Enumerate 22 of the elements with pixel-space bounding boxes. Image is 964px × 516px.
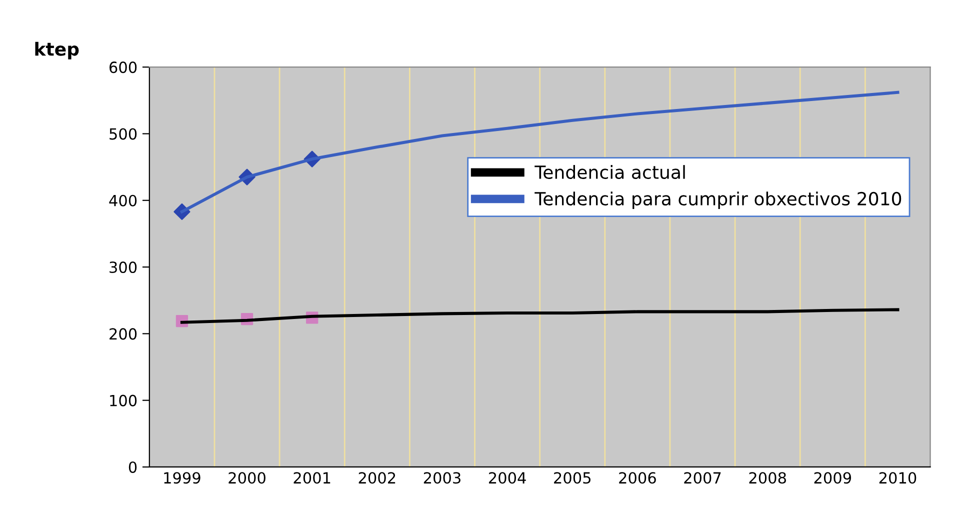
x-tick-label: 1999 <box>164 472 200 484</box>
legend-label: Tendencia para cumprir obxectivos 2010 <box>534 192 902 210</box>
x-tick-label: 2002 <box>358 472 396 484</box>
y-tick-label: 100 <box>110 394 137 406</box>
y-tick-label: 0 <box>128 461 137 473</box>
x-tick-label: 2000 <box>228 472 266 484</box>
x-tick-label: 2001 <box>294 472 330 484</box>
legend-label: Tendencia actual <box>534 165 685 180</box>
y-tick-label: 200 <box>110 328 137 340</box>
y-tick-label: 300 <box>110 261 137 274</box>
y-axis-title: ktep <box>35 42 79 60</box>
x-tick-label: 2008 <box>749 472 786 484</box>
x-tick-label: 2009 <box>814 472 852 484</box>
x-tick-label: 2003 <box>424 472 460 484</box>
y-tick-label: 500 <box>110 128 137 140</box>
y-tick-label: 400 <box>109 194 137 206</box>
x-tick-label: 2005 <box>554 472 590 484</box>
x-tick-label: 2007 <box>684 472 721 484</box>
x-tick-label: 2004 <box>488 472 526 484</box>
x-tick-label: 2010 <box>879 472 916 484</box>
y-tick-label: 600 <box>110 62 137 74</box>
x-tick-label: 2006 <box>619 472 656 484</box>
